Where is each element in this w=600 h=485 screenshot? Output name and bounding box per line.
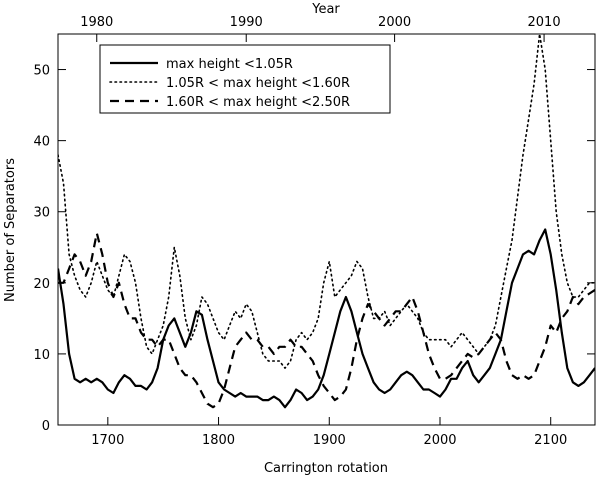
- y-axis-label: Number of Separators: [3, 158, 18, 302]
- series-line-solid: [58, 228, 595, 409]
- y-tick-label-10: 10: [33, 348, 50, 363]
- series-line-dotted: [58, 34, 595, 369]
- top-tick-label-1980: 1980: [80, 15, 113, 30]
- y-tick-label-40: 40: [33, 135, 50, 150]
- legend-label-3: 1.60R < max height <2.50R: [166, 95, 350, 110]
- x-tick-label-1700: 1700: [91, 433, 124, 448]
- top-tick-label-1990: 1990: [230, 15, 263, 30]
- top-tick-label-2000: 2000: [378, 15, 411, 30]
- series-line-dashed: [58, 232, 595, 409]
- y-tick-label-20: 20: [33, 277, 50, 292]
- x-tick-label-2000: 2000: [423, 433, 456, 448]
- plot-frame: [57, 33, 596, 426]
- top-axis-label: Year: [311, 2, 340, 17]
- ticks-group: 1700 1800 1900 2000 2100 0 10 20 30 40 50 1980 1990 2…: [33, 15, 595, 448]
- y-tick-label-50: 50: [33, 64, 50, 79]
- y-tick-label-0: 0: [42, 419, 50, 434]
- legend: max height <1.05R 1.05R < max height <1.…: [99, 44, 391, 114]
- legend-label-2: 1.05R < max height <1.60R: [166, 76, 350, 91]
- x-tick-label-1800: 1800: [202, 433, 235, 448]
- legend-label-1: max height <1.05R: [166, 57, 293, 72]
- x-axis-label: Carrington rotation: [264, 461, 388, 476]
- x-tick-label-1900: 1900: [313, 433, 346, 448]
- x-tick-label-2100: 2100: [534, 433, 567, 448]
- y-tick-label-30: 30: [33, 206, 50, 221]
- series-group: [58, 34, 595, 409]
- top-tick-label-2010: 2010: [528, 15, 561, 30]
